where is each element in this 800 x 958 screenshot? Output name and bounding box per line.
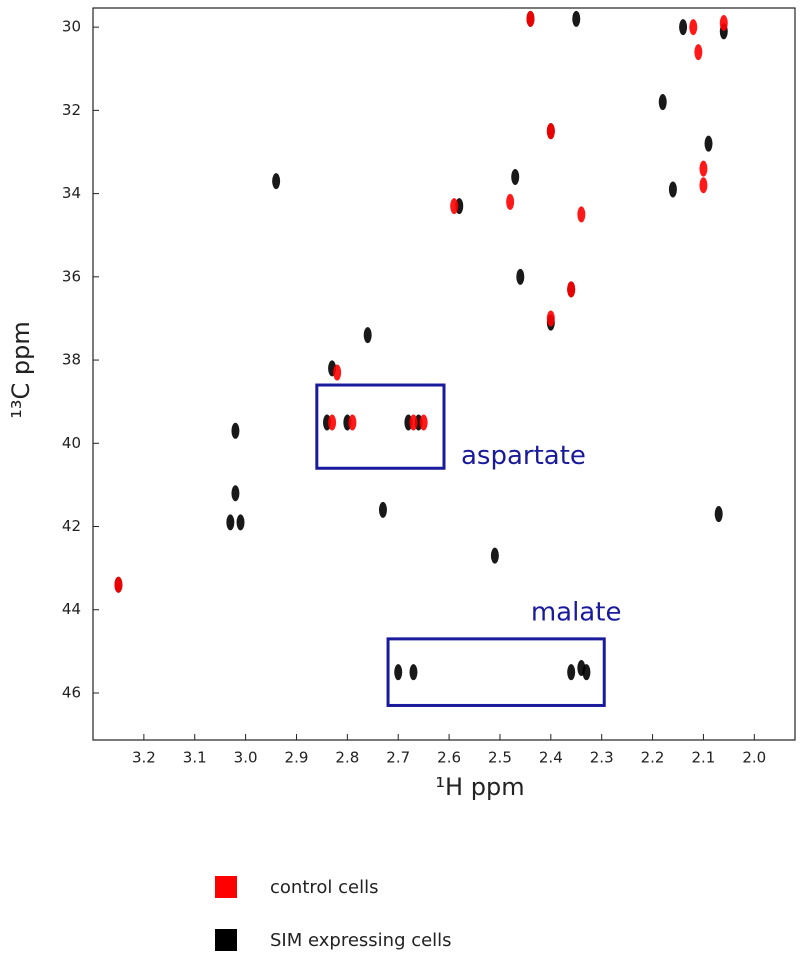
- legend-label: SIM expressing cells: [270, 930, 452, 951]
- peak: [409, 664, 418, 681]
- peak: [719, 14, 728, 31]
- x-tick-label: 2.5: [488, 749, 512, 767]
- x-tick-label: 2.1: [692, 749, 716, 767]
- peak: [546, 310, 555, 327]
- peak: [378, 501, 387, 518]
- annotation-label: malate: [531, 597, 622, 627]
- y-tick-label: 38: [62, 351, 81, 369]
- peak: [506, 193, 515, 210]
- y-tick-label: 44: [62, 600, 81, 618]
- y-axis-label: ¹³C ppm: [7, 321, 35, 418]
- peak: [490, 547, 499, 564]
- peak: [231, 485, 240, 502]
- peak: [419, 414, 428, 431]
- annotation-box: [386, 637, 606, 707]
- peak: [236, 514, 245, 531]
- peak: [526, 10, 535, 27]
- peak: [714, 506, 723, 523]
- x-tick-label: 2.4: [539, 749, 563, 767]
- peak: [572, 10, 581, 27]
- peak: [231, 422, 240, 439]
- y-tick-label: 30: [62, 18, 81, 36]
- y-tick-label: 46: [62, 683, 81, 701]
- peak: [704, 135, 713, 152]
- peak: [546, 123, 555, 140]
- peak: [582, 664, 591, 681]
- peak: [516, 268, 525, 285]
- x-tick-label: 2.7: [386, 749, 410, 767]
- y-tick-label: 34: [62, 184, 81, 202]
- legend-label: control cells: [270, 877, 378, 898]
- peak: [689, 19, 698, 36]
- annotation-label: aspartate: [461, 441, 586, 471]
- legend-swatch: [215, 876, 237, 898]
- peak: [567, 664, 576, 681]
- x-tick-label: 3.1: [183, 749, 207, 767]
- x-tick-label: 2.6: [437, 749, 461, 767]
- y-tick-label: 36: [62, 267, 81, 285]
- peak: [328, 414, 337, 431]
- x-tick-label: 2.8: [335, 749, 359, 767]
- x-tick-label: 2.9: [285, 749, 309, 767]
- peak: [114, 576, 123, 593]
- y-tick-label: 40: [62, 434, 81, 452]
- y-tick-label: 42: [62, 517, 81, 535]
- plot-frame: [92, 7, 796, 741]
- peak: [694, 44, 703, 61]
- peak: [394, 664, 403, 681]
- peak: [511, 168, 520, 185]
- peak: [577, 206, 586, 223]
- x-tick-label: 2.3: [590, 749, 614, 767]
- peak: [658, 94, 667, 111]
- annotation-box: [315, 383, 446, 470]
- peak: [333, 364, 342, 381]
- peak: [226, 514, 235, 531]
- legend-swatch: [215, 929, 237, 951]
- peak: [699, 160, 708, 177]
- peak: [567, 281, 576, 298]
- x-axis-label: ¹H ppm: [435, 773, 524, 801]
- peak: [272, 173, 281, 190]
- peak: [348, 414, 357, 431]
- y-tick-label: 32: [62, 101, 81, 119]
- x-tick-label: 3.0: [234, 749, 258, 767]
- peak: [699, 177, 708, 194]
- peak: [409, 414, 418, 431]
- peak: [450, 198, 459, 215]
- peak: [679, 19, 688, 36]
- x-tick-label: 3.2: [132, 749, 156, 767]
- x-tick-label: 2.0: [742, 749, 766, 767]
- peak: [668, 181, 677, 198]
- x-tick-label: 2.2: [641, 749, 665, 767]
- peak: [363, 327, 372, 344]
